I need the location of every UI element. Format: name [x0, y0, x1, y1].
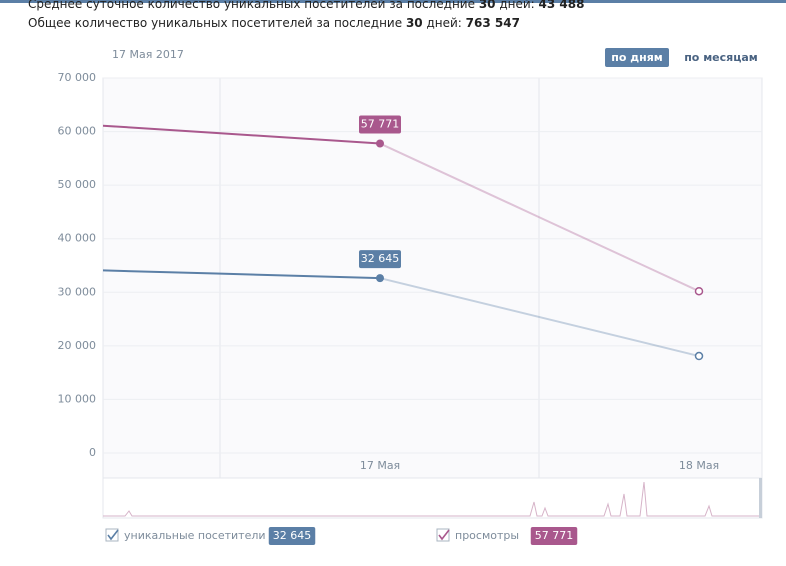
- legend-value-box: [268, 527, 316, 545]
- y-tick-label: 20 000: [58, 339, 97, 352]
- legend-value-box: [530, 527, 578, 545]
- series-line: [103, 269, 381, 280]
- navigator-handle: [759, 478, 762, 518]
- point: [694, 286, 704, 296]
- legend-checkbox[interactable]: [105, 528, 119, 542]
- x-tick-label: 18 Мая: [679, 459, 719, 472]
- plot: [103, 124, 700, 358]
- navigator: [102, 477, 763, 519]
- summary-line: Среднее суточное количество уникальных п…: [28, 0, 584, 11]
- tooltip: [359, 115, 401, 134]
- legend-checkbox[interactable]: [436, 528, 450, 542]
- series-line-faded: [379, 277, 700, 358]
- date-label: 17 Мая 2017: [112, 48, 184, 61]
- y-tick-label: 60 000: [58, 125, 97, 138]
- y-tick-label: 70 000: [58, 71, 97, 84]
- y-tick-label: 10 000: [58, 392, 97, 405]
- point: [694, 351, 704, 361]
- tooltip-label: 32 645: [361, 252, 400, 265]
- tooltip-label: 57 771: [361, 118, 400, 131]
- point: [376, 274, 384, 283]
- tooltip: [359, 250, 401, 269]
- plot-area: [102, 77, 763, 479]
- x-tick-label: 17 Мая: [360, 459, 400, 472]
- summary-line: Общее количество уникальных посетителей …: [28, 16, 520, 30]
- legend-check: [438, 529, 450, 541]
- button-months-label[interactable]: по месяцам: [684, 51, 758, 64]
- button-days-label[interactable]: по дням: [611, 51, 663, 64]
- y-tick-label: 50 000: [58, 178, 97, 191]
- y-tick-label: 0: [89, 446, 96, 459]
- navigator-line: [103, 481, 760, 517]
- series-line-faded: [379, 142, 700, 293]
- legend-value: 32 645: [273, 529, 312, 542]
- point: [376, 139, 384, 148]
- legend-label: просмотры: [455, 529, 519, 542]
- y-tick-label: 40 000: [58, 232, 97, 245]
- button-days[interactable]: [605, 48, 669, 67]
- series-line: [103, 124, 381, 145]
- legend-value: 57 771: [535, 529, 574, 542]
- legend-label: уникальные посетители: [124, 529, 266, 542]
- top-bar: [0, 0, 786, 3]
- legend-check: [107, 529, 119, 541]
- y-tick-label: 30 000: [58, 285, 97, 298]
